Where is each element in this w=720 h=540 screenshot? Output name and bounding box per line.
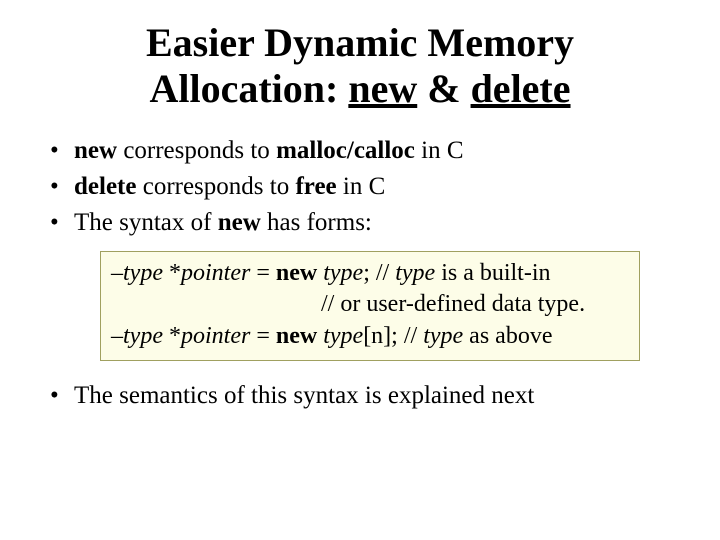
title-line2-a: Allocation: (149, 66, 348, 111)
code-line-2: // or user-defined data type. (111, 289, 629, 320)
pointer: pointer (181, 323, 250, 349)
bracket-comment: [n]; // (363, 323, 423, 349)
kw-new: new (74, 137, 117, 164)
title-amp: & (417, 66, 470, 111)
text: has forms: (261, 209, 372, 236)
kw-free: free (295, 173, 336, 200)
text: The syntax of (74, 209, 218, 236)
text: The semantics of this syntax is explaine… (74, 382, 534, 409)
bullet-list-top: new corresponds to malloc/calloc in C de… (40, 134, 680, 239)
pointer: pointer (181, 260, 250, 286)
type: type (395, 260, 435, 286)
eq: = (250, 323, 276, 349)
text: corresponds to (136, 173, 295, 200)
slide-title: Easier Dynamic Memory Allocation: new & … (40, 20, 680, 112)
type: type (323, 260, 363, 286)
kw-malloc-calloc: malloc/calloc (276, 137, 415, 164)
title-new: new (348, 66, 417, 111)
kw-delete: delete (74, 173, 136, 200)
type: type (123, 323, 163, 349)
title-line1: Easier Dynamic Memory (146, 20, 574, 65)
type: type (123, 260, 163, 286)
type: type (323, 323, 363, 349)
tail: as above (463, 323, 552, 349)
list-item: The syntax of new has forms: (50, 206, 680, 240)
title-delete: delete (471, 66, 571, 111)
text: in C (415, 137, 464, 164)
list-item: new corresponds to malloc/calloc in C (50, 134, 680, 168)
comment: // or user-defined data type. (321, 291, 585, 317)
code-line-3: –type *pointer = new type[n]; // type as… (111, 321, 629, 352)
star: * (163, 323, 181, 349)
dash: – (111, 323, 123, 349)
syntax-box: –type *pointer = new type; // type is a … (100, 251, 640, 361)
tail: is a built-in (435, 260, 550, 286)
kw-new: new (276, 260, 317, 286)
semi-comment: ; // (363, 260, 395, 286)
text: corresponds to (117, 137, 276, 164)
code-line-1: –type *pointer = new type; // type is a … (111, 258, 629, 289)
list-item: The semantics of this syntax is explaine… (50, 379, 680, 413)
star: * (163, 260, 181, 286)
eq: = (250, 260, 276, 286)
kw-new: new (218, 209, 261, 236)
text: in C (337, 173, 386, 200)
bullet-list-bottom: The semantics of this syntax is explaine… (40, 379, 680, 413)
kw-new: new (276, 323, 317, 349)
dash: – (111, 260, 123, 286)
type: type (423, 323, 463, 349)
list-item: delete corresponds to free in C (50, 170, 680, 204)
